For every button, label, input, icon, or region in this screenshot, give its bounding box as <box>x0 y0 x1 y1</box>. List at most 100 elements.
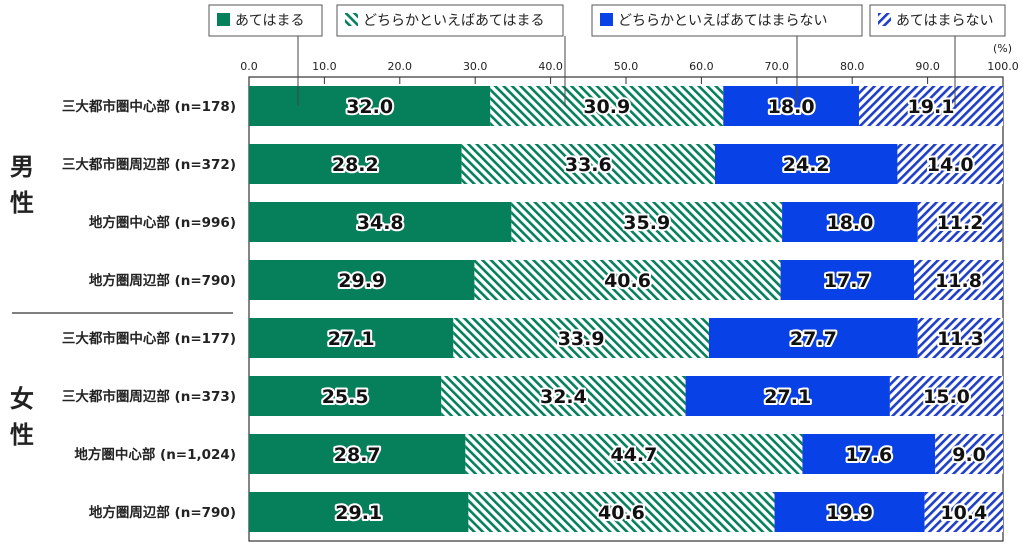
bar-segment <box>249 318 454 358</box>
legend-label: どちらかといえばあてはまる <box>363 13 544 29</box>
data-label: 15.0 <box>923 386 970 408</box>
bar-segment <box>708 318 918 358</box>
bar-segment <box>468 492 775 532</box>
bar-segment <box>249 492 469 532</box>
data-label: 30.9 <box>583 96 630 118</box>
bar-segment <box>441 376 686 416</box>
legend-box <box>591 4 863 37</box>
bar-segment <box>917 318 1003 358</box>
bar-segment <box>474 260 781 300</box>
data-label: 9.0 <box>952 444 986 466</box>
category-label: 地方圏周辺部 (n=790) <box>89 272 236 289</box>
data-label: 27.1 <box>764 386 811 408</box>
bar-segment <box>511 202 783 242</box>
data-label: 18.0 <box>826 212 873 234</box>
data-label: 32.0 <box>346 96 393 118</box>
group-label: 性 <box>10 421 34 449</box>
legend-box <box>336 4 564 37</box>
data-label: 10.4 <box>940 502 987 524</box>
data-label: 11.3 <box>937 328 984 350</box>
bar-segment <box>782 202 918 242</box>
data-label: 17.6 <box>845 444 892 466</box>
bar-segment <box>914 260 1003 300</box>
data-label: 40.6 <box>604 270 651 292</box>
bar-segment <box>249 86 491 126</box>
data-label: 35.9 <box>623 212 670 234</box>
data-label: 44.7 <box>610 444 657 466</box>
category-label: 三大都市圏周辺部 (n=372) <box>62 156 236 173</box>
data-label: 40.6 <box>598 502 645 524</box>
legend-swatch <box>217 13 230 26</box>
data-label: 29.1 <box>335 502 382 524</box>
bar-segment <box>935 434 1003 474</box>
bar-segment <box>249 376 442 416</box>
data-label: 28.7 <box>334 444 381 466</box>
bar-segment <box>889 376 1003 416</box>
category-label: 三大都市圏中心部 (n=177) <box>62 330 236 347</box>
data-label: 32.4 <box>540 386 587 408</box>
bar-segment <box>461 144 715 184</box>
unit-label: (%) <box>993 42 1012 55</box>
x-tick-label: 40.0 <box>538 60 563 73</box>
data-label: 14.0 <box>927 154 974 176</box>
data-label: 33.9 <box>558 328 605 350</box>
legend-swatch <box>878 13 891 26</box>
x-tick-label: 20.0 <box>388 60 413 73</box>
legend-label: どちらかといえばあてはまらない <box>618 13 827 29</box>
bar-segment <box>453 318 709 358</box>
bar-segment <box>917 202 1003 242</box>
category-label: 地方圏中心部 (n=1,024) <box>74 446 236 463</box>
bar-segment <box>249 144 462 184</box>
data-label: 11.8 <box>935 270 982 292</box>
x-tick-label: 70.0 <box>765 60 790 73</box>
data-label: 19.9 <box>826 502 873 524</box>
bar-segment <box>249 260 475 300</box>
legend-label: あてはまらない <box>896 13 993 29</box>
bar-segment <box>774 492 925 532</box>
category-label: 三大都市圏周辺部 (n=373) <box>62 388 236 405</box>
x-tick-label: 60.0 <box>689 60 714 73</box>
data-label: 33.6 <box>565 154 612 176</box>
x-tick-label: 100.0 <box>987 60 1019 73</box>
legend-box <box>869 4 1006 37</box>
bar-segment <box>685 376 890 416</box>
data-label: 29.9 <box>338 270 385 292</box>
data-label: 27.1 <box>328 328 375 350</box>
bar-segment <box>858 86 1003 126</box>
bar-segment <box>465 434 803 474</box>
legend-swatch <box>345 13 358 26</box>
bar-segment <box>490 86 724 126</box>
bar-segment <box>723 86 859 126</box>
x-tick-label: 80.0 <box>840 60 865 73</box>
category-label: 地方圏中心部 (n=996) <box>89 214 236 231</box>
x-tick-label: 10.0 <box>312 60 337 73</box>
data-label: 28.2 <box>332 154 379 176</box>
data-label: 25.5 <box>322 386 369 408</box>
x-tick-label: 0.0 <box>240 60 258 73</box>
legend-label: あてはまる <box>235 13 304 29</box>
data-label: 27.7 <box>790 328 837 350</box>
group-label: 男 <box>10 153 34 181</box>
group-label: 性 <box>10 189 34 217</box>
data-label: 18.0 <box>768 96 815 118</box>
data-label: 19.1 <box>908 96 955 118</box>
bar-segment <box>924 492 1003 532</box>
bar-segment <box>249 434 466 474</box>
data-label: 11.2 <box>937 212 984 234</box>
bar-segment <box>714 144 898 184</box>
group-label: 女 <box>10 385 34 413</box>
bar-segment <box>897 144 1003 184</box>
bar-segment <box>780 260 915 300</box>
x-tick-label: 90.0 <box>915 60 940 73</box>
legend-swatch <box>600 13 613 26</box>
data-label: 34.8 <box>357 212 404 234</box>
data-label: 17.7 <box>824 270 871 292</box>
x-tick-label: 30.0 <box>463 60 488 73</box>
bar-segment <box>802 434 936 474</box>
data-label: 24.2 <box>783 154 830 176</box>
category-label: 三大都市圏中心部 (n=178) <box>62 98 236 115</box>
bar-segment <box>249 202 512 242</box>
category-label: 地方圏周辺部 (n=790) <box>89 504 236 521</box>
